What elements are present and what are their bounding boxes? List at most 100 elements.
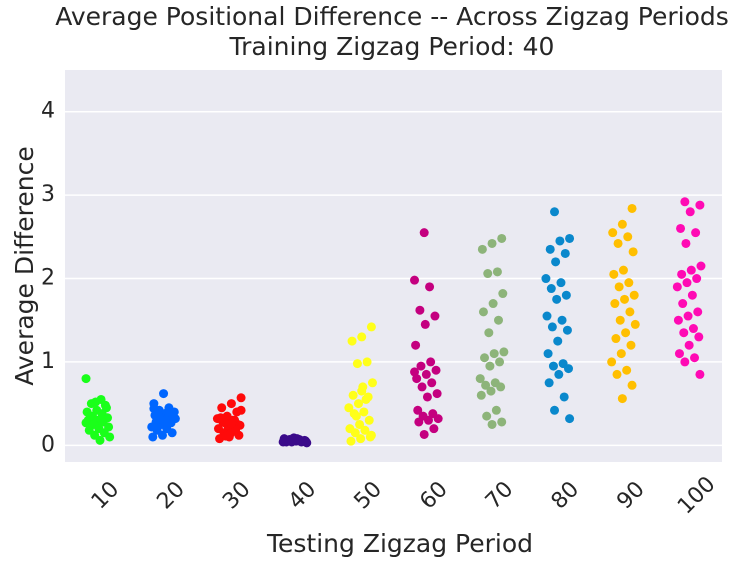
point: [421, 369, 431, 379]
point: [81, 418, 91, 428]
point: [629, 290, 639, 300]
point: [157, 430, 167, 440]
point: [623, 232, 633, 242]
point: [360, 425, 370, 435]
point: [550, 207, 560, 217]
point: [498, 289, 508, 299]
point: [366, 322, 376, 332]
point: [617, 394, 627, 404]
point: [694, 332, 704, 342]
point: [559, 392, 569, 402]
chart-title: Average Positional Difference -- Across …: [55, 2, 729, 31]
point: [554, 369, 564, 379]
point: [226, 419, 236, 429]
point: [487, 238, 497, 248]
point: [551, 257, 561, 267]
point: [545, 244, 555, 254]
point: [556, 278, 566, 288]
point: [496, 382, 506, 392]
point: [686, 265, 696, 275]
point: [351, 411, 361, 421]
point: [416, 361, 426, 371]
point: [618, 265, 628, 275]
point: [410, 275, 420, 285]
point: [350, 428, 360, 438]
y-tick-label: 2: [41, 266, 55, 291]
x-tick-label: 10: [87, 477, 124, 514]
point: [687, 290, 697, 300]
point: [552, 294, 562, 304]
x-tick-label: 30: [218, 477, 255, 514]
point: [547, 322, 557, 332]
point: [433, 414, 443, 424]
point: [622, 365, 632, 375]
point: [425, 282, 435, 292]
point: [685, 207, 695, 217]
point: [347, 336, 357, 346]
point: [624, 278, 634, 288]
point: [617, 219, 627, 229]
point: [630, 319, 640, 329]
chart-subtitle: Training Zigzag Period: 40: [229, 32, 555, 61]
point: [353, 399, 363, 409]
point: [608, 228, 618, 238]
plot-area: [65, 70, 722, 462]
point: [499, 347, 509, 357]
point: [548, 361, 558, 371]
point: [611, 334, 621, 344]
point: [85, 411, 95, 421]
point: [148, 432, 158, 442]
point: [105, 432, 115, 442]
point: [476, 390, 486, 400]
point: [543, 349, 553, 359]
point: [355, 419, 365, 429]
point: [81, 374, 91, 384]
point: [346, 436, 356, 446]
point: [676, 223, 686, 233]
point: [494, 315, 504, 325]
point: [495, 357, 505, 367]
point: [555, 236, 565, 246]
point: [427, 378, 437, 388]
y-tick-label: 1: [41, 349, 55, 374]
point: [426, 357, 436, 367]
y-tick-label: 3: [41, 182, 55, 207]
point: [544, 378, 554, 388]
point: [424, 415, 434, 425]
point: [607, 357, 617, 367]
point: [679, 328, 689, 338]
point: [226, 399, 236, 409]
point: [497, 417, 507, 427]
point: [680, 197, 690, 207]
point: [491, 405, 501, 415]
x-tick-label: 60: [415, 477, 452, 514]
point: [278, 437, 288, 447]
point: [357, 332, 367, 342]
point: [236, 405, 246, 415]
point: [625, 307, 635, 317]
point: [168, 412, 178, 422]
point: [221, 431, 231, 441]
point: [362, 357, 372, 367]
point: [489, 349, 499, 359]
point: [481, 380, 491, 390]
point: [610, 299, 620, 309]
point: [288, 434, 298, 444]
point: [95, 435, 105, 445]
point: [91, 397, 101, 407]
point: [626, 340, 636, 350]
point: [696, 261, 706, 271]
point: [690, 353, 700, 363]
point: [96, 414, 106, 424]
point: [693, 307, 703, 317]
point: [553, 336, 563, 346]
point: [691, 228, 701, 238]
point: [352, 359, 362, 369]
point: [492, 267, 502, 277]
point: [414, 417, 424, 427]
point: [612, 369, 622, 379]
point: [159, 389, 169, 399]
point: [344, 403, 354, 413]
point: [561, 290, 571, 300]
